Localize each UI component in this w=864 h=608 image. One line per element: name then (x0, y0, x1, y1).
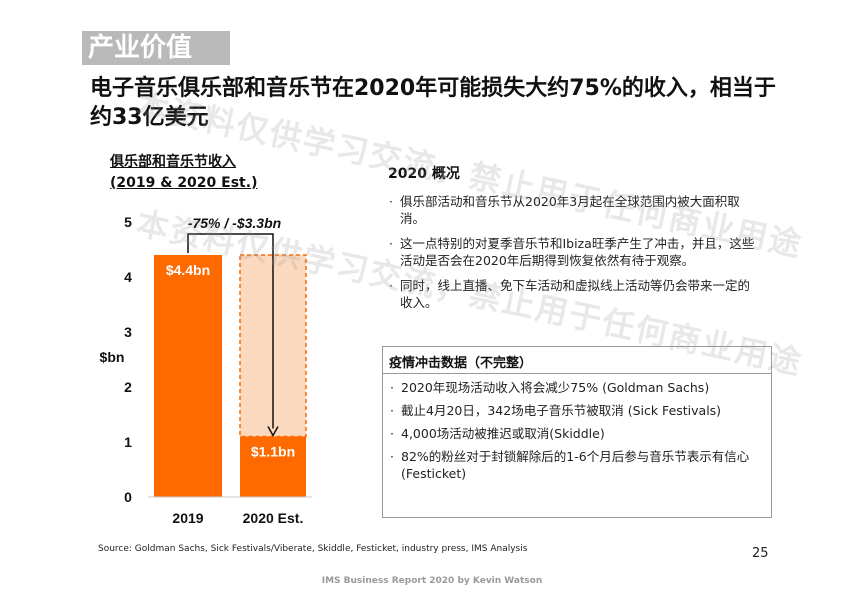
section-tag: 产业价值 (82, 31, 230, 65)
overview-title: 2020 概况 (388, 166, 460, 182)
bar-0 (154, 255, 222, 497)
chart-title-line2: (2019 & 2020 Est.) (110, 175, 258, 191)
impact-divider (383, 373, 771, 374)
x-category-label: 2019 (172, 510, 203, 526)
change-arrowhead (267, 426, 279, 438)
change-bracket (187, 233, 274, 429)
bar-1 (240, 436, 306, 497)
impact-bullets: 2020年现场活动收入将会减少75% (Goldman Sachs) 截止4月2… (389, 379, 764, 488)
change-annotation: -75% / -$3.3bn (188, 215, 281, 231)
slide-headline: 电子音乐俱乐部和音乐节在2020年可能损失大约75%的收入，相当于约33亿美元 (90, 76, 776, 130)
y-tick-label: 5 (124, 214, 132, 230)
overview-bullets: 俱乐部活动和音乐节从2020年3月起在全球范围内被大面积取消。 这一点特别的对夏… (388, 193, 758, 319)
y-tick-label: 3 (124, 324, 132, 340)
y-tick-label: 2 (124, 379, 132, 395)
bar-value-label: $1.1bn (251, 444, 295, 460)
y-tick-label: 4 (124, 269, 132, 285)
impact-bullet: 4,000场活动被推迟或取消(Skiddle) (389, 425, 764, 442)
overview-bullet: 同时，线上直播、免下车活动和虚拟线上活动等仍会带来一定的收入。 (388, 277, 758, 311)
x-category-label: 2020 Est. (243, 510, 304, 526)
revenue-bar-chart: 0 1 2 3 4 5 $bn $4.4bn 2019 $1.1bn 2020 Est. -75% /… (100, 214, 312, 526)
bar-value-label: $4.4bn (166, 262, 210, 278)
page-number: 25 (752, 546, 769, 561)
chart-title-line1: 俱乐部和音乐节收入 (110, 154, 236, 170)
y-tick-label: 0 (124, 489, 132, 505)
impact-box: 疫情冲击数据（不完整） 2020年现场活动收入将会减少75% (Goldman … (382, 346, 772, 518)
chart-title: 俱乐部和音乐节收入 (2019 & 2020 Est.) (110, 152, 257, 194)
report-footer: IMS Business Report 2020 by Kevin Watson (321, 576, 543, 586)
overview-bullet: 俱乐部活动和音乐节从2020年3月起在全球范围内被大面积取消。 (388, 193, 758, 227)
impact-bullet: 2020年现场活动收入将会减少75% (Goldman Sachs) (389, 379, 764, 396)
impact-bullet: 截止4月20日，342场电子音乐节被取消 (Sick Festivals) (389, 402, 764, 419)
y-tick-label: 1 (124, 434, 132, 450)
source-note: Source: Goldman Sachs, Sick Festivals/Vi… (98, 544, 528, 554)
overview-bullet: 这一点特别的对夏季音乐节和Ibiza旺季产生了冲击，并且，这些活动是否会在202… (388, 235, 758, 269)
y-axis-label: $bn (100, 349, 125, 365)
impact-bullet: 82%的粉丝对于封锁解除后的1-6个月后参与音乐节表示有信心 (Festicke… (389, 448, 764, 482)
impact-title: 疫情冲击数据（不完整） (389, 356, 533, 371)
